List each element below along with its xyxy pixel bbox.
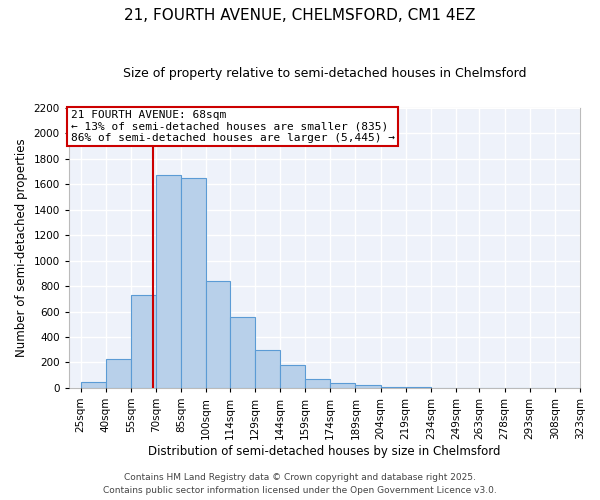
- Bar: [131, 295, 156, 388]
- Bar: [80, 382, 106, 388]
- Text: 21 FOURTH AVENUE: 68sqm
← 13% of semi-detached houses are smaller (835)
86% of s: 21 FOURTH AVENUE: 68sqm ← 13% of semi-de…: [71, 110, 395, 143]
- Bar: [305, 379, 330, 388]
- Bar: [255, 350, 280, 388]
- Text: Contains HM Land Registry data © Crown copyright and database right 2025.
Contai: Contains HM Land Registry data © Crown c…: [103, 474, 497, 495]
- Title: Size of property relative to semi-detached houses in Chelmsford: Size of property relative to semi-detach…: [122, 68, 526, 80]
- Bar: [330, 384, 355, 388]
- Bar: [355, 385, 380, 388]
- Text: 21, FOURTH AVENUE, CHELMSFORD, CM1 4EZ: 21, FOURTH AVENUE, CHELMSFORD, CM1 4EZ: [124, 8, 476, 22]
- Bar: [156, 176, 181, 388]
- Bar: [230, 316, 255, 388]
- Bar: [181, 178, 206, 388]
- X-axis label: Distribution of semi-detached houses by size in Chelmsford: Distribution of semi-detached houses by …: [148, 444, 500, 458]
- Bar: [206, 281, 230, 388]
- Y-axis label: Number of semi-detached properties: Number of semi-detached properties: [15, 138, 28, 357]
- Bar: [380, 386, 406, 388]
- Bar: [406, 387, 431, 388]
- Bar: [280, 365, 305, 388]
- Bar: [106, 359, 131, 388]
